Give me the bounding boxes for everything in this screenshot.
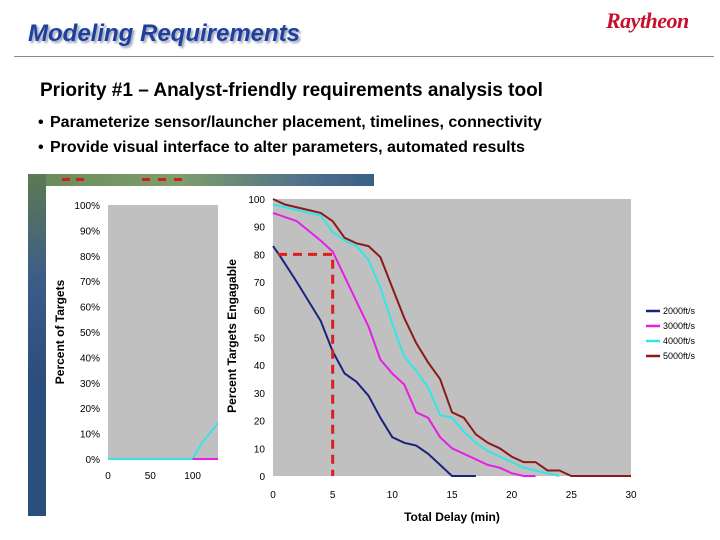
front-x-tick-label: 0 xyxy=(270,490,276,501)
annotation-dashed-marker xyxy=(278,252,335,476)
bullet-list: • Parameterize sensor/launcher placement,… xyxy=(38,110,542,160)
map-marker-dash xyxy=(158,178,166,181)
map-background-strip xyxy=(28,174,46,516)
map-background-top xyxy=(46,174,374,186)
map-marker-dash xyxy=(76,178,84,181)
front-series-line xyxy=(272,203,560,477)
back-x-tick-label: 100 xyxy=(184,471,201,482)
back-y-tick-label: 30% xyxy=(80,379,100,390)
bullet-item: • Parameterize sensor/launcher placement,… xyxy=(38,110,542,135)
back-y-tick-label: 20% xyxy=(80,404,100,415)
back-y-tick-label: 70% xyxy=(80,277,100,288)
front-y-tick-label: 100 xyxy=(248,195,265,206)
back-y-tick-label: 90% xyxy=(80,226,100,237)
legend-label: 5000ft/s xyxy=(663,351,696,361)
priority-heading: Priority #1 – Analyst-friendly requireme… xyxy=(40,80,543,101)
front-y-tick-label: 50 xyxy=(254,334,266,345)
front-series-line xyxy=(272,211,536,477)
back-x-tick-label: 0 xyxy=(105,471,111,482)
front-y-tick-label: 10 xyxy=(254,444,266,455)
front-y-tick-label: 70 xyxy=(254,278,266,289)
front-y-axis-label: Percent Targets Engagable xyxy=(225,259,239,413)
back-plot-area xyxy=(108,205,218,459)
back-y-tick-label: 50% xyxy=(80,328,100,339)
front-x-tick-label: 15 xyxy=(446,490,458,501)
back-y-tick-label: 60% xyxy=(80,303,100,314)
raytheon-logo: Raytheon xyxy=(606,8,689,33)
front-series-line xyxy=(272,198,631,477)
front-x-tick-label: 20 xyxy=(506,490,518,501)
front-x-tick-label: 30 xyxy=(625,490,637,501)
bullet-text: Parameterize sensor/launcher placement, … xyxy=(50,114,542,131)
front-x-tick-label: 25 xyxy=(566,490,578,501)
front-x-axis-label: Total Delay (min) xyxy=(404,510,500,524)
front-y-tick-label: 80 xyxy=(254,250,266,261)
map-marker-dash xyxy=(174,178,182,181)
front-y-tick-label: 0 xyxy=(259,472,265,483)
front-series-line xyxy=(272,245,476,477)
front-y-tick-label: 20 xyxy=(254,417,266,428)
back-y-tick-label: 10% xyxy=(80,430,100,441)
title-divider xyxy=(14,56,714,57)
front-x-tick-label: 10 xyxy=(387,490,399,501)
back-y-tick-label: 40% xyxy=(80,353,100,364)
bullet-text: Provide visual interface to alter parame… xyxy=(50,139,525,156)
legend-label: 3000ft/s xyxy=(663,321,696,331)
legend-label: 4000ft/s xyxy=(663,336,696,346)
back-series-line xyxy=(108,422,219,460)
back-y-tick-label: 100% xyxy=(74,201,100,212)
front-y-tick-label: 40 xyxy=(254,361,266,372)
bullet-item: • Provide visual interface to alter param… xyxy=(38,135,542,160)
legend-label: 2000ft/s xyxy=(663,306,696,316)
bullet-dot: • xyxy=(38,114,44,131)
front-y-tick-label: 60 xyxy=(254,306,266,317)
back-y-tick-label: 80% xyxy=(80,252,100,263)
slide-title: Modeling Requirements xyxy=(28,20,301,47)
bullet-dot: • xyxy=(38,139,44,156)
front-x-tick-label: 5 xyxy=(330,490,336,501)
back-x-tick-label: 50 xyxy=(145,471,157,482)
map-marker-dash xyxy=(142,178,150,181)
back-y-tick-label: 0% xyxy=(86,455,101,466)
back-y-axis-label: Percent of Targets xyxy=(53,279,67,384)
map-marker-dash xyxy=(62,178,70,181)
front-y-tick-label: 30 xyxy=(254,389,266,400)
front-y-tick-label: 90 xyxy=(254,223,266,234)
